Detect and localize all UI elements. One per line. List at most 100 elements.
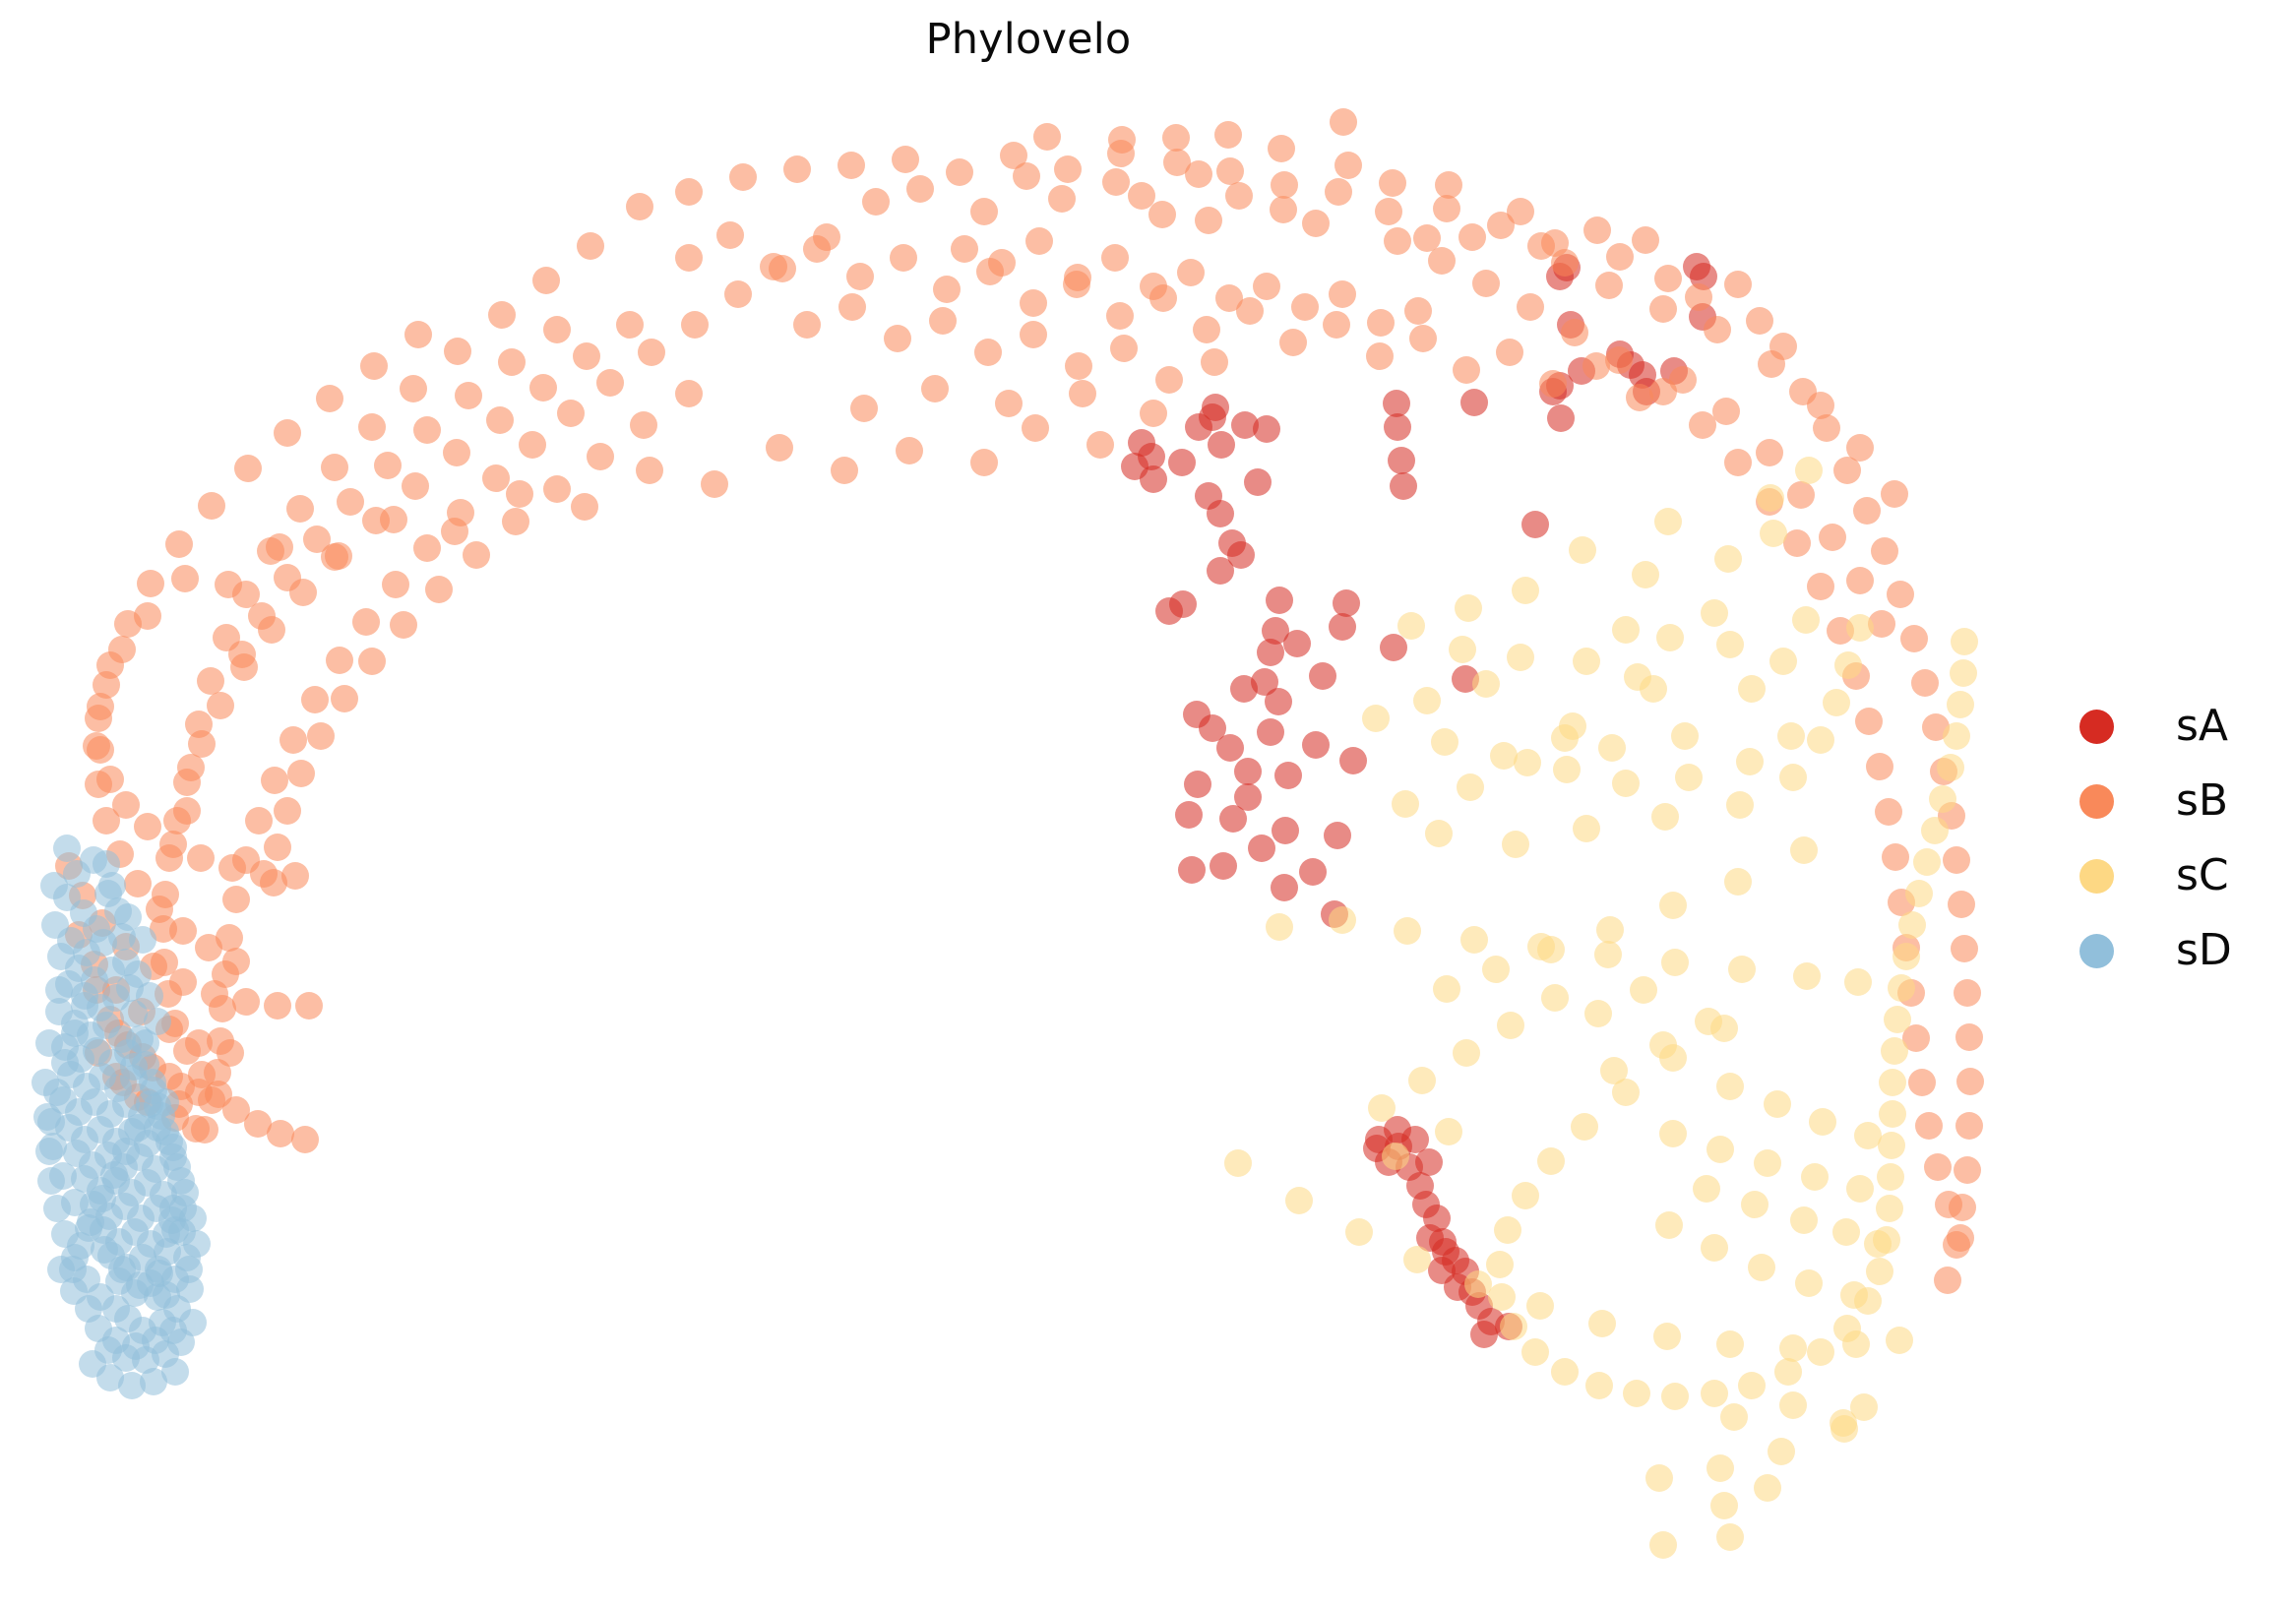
scatter-point [838, 293, 866, 321]
scatter-point [1397, 612, 1425, 640]
scatter-point [1537, 1147, 1565, 1175]
scatter-point [1547, 404, 1575, 432]
scatter-point [1756, 439, 1783, 466]
scatter-point [1497, 1012, 1524, 1039]
scatter-point [1431, 728, 1458, 756]
scatter-point [1595, 272, 1623, 299]
legend: sA sB sC sD [2052, 689, 2288, 988]
legend-entry-sB[interactable]: sB [2052, 764, 2288, 838]
scatter-point [1792, 606, 1820, 634]
scatter-point [1779, 1391, 1807, 1419]
scatter-point [413, 416, 441, 444]
scatter-point [1879, 1100, 1906, 1128]
scatter-point [502, 508, 529, 535]
scatter-point [132, 1051, 159, 1079]
scatter-point [245, 807, 273, 834]
scatter-point [222, 1096, 250, 1124]
scatter-point [191, 1116, 218, 1143]
scatter-point [1720, 1403, 1748, 1431]
scatter-point [1054, 155, 1082, 183]
scatter-point [112, 949, 140, 976]
scatter-point [1453, 356, 1480, 384]
scatter-point [118, 1372, 146, 1399]
legend-entry-sD[interactable]: sD [2052, 913, 2288, 988]
scatter-point [1598, 734, 1626, 762]
scatter-point [35, 1029, 63, 1057]
scatter-point [216, 924, 243, 952]
scatter-point [140, 1368, 167, 1395]
scatter-point [1793, 962, 1821, 990]
scatter-point [47, 1256, 75, 1283]
scatter-point [39, 1133, 67, 1160]
scatter-point [1216, 734, 1244, 762]
scatter-point [946, 158, 973, 186]
scatter-point [1748, 1254, 1775, 1281]
scatter-point [1428, 247, 1456, 275]
scatter-point [1764, 1090, 1791, 1118]
scatter-point [1539, 370, 1567, 398]
scatter-point [1185, 413, 1212, 441]
scatter-point [630, 411, 657, 439]
scatter-point [1178, 856, 1206, 884]
scatter-point [1270, 196, 1297, 223]
scatter-point [1283, 630, 1311, 657]
scatter-point [173, 769, 201, 796]
scatter-point [1654, 508, 1682, 535]
scatter-point [274, 419, 301, 447]
scatter-point [1846, 1175, 1874, 1203]
scatter-point [1924, 1153, 1952, 1181]
scatter-point [896, 437, 923, 464]
scatter-point [1956, 1068, 1984, 1095]
scatter-point [175, 1256, 203, 1283]
scatter-point [1231, 411, 1259, 439]
scatter-point [1701, 1380, 1728, 1407]
scatter-point [933, 276, 961, 303]
scatter-point [1630, 976, 1657, 1004]
scatter-point [1656, 624, 1684, 651]
scatter-point [1612, 770, 1640, 797]
legend-label: sB [2176, 775, 2229, 826]
scatter-point [1329, 613, 1356, 641]
scatter-point [1140, 400, 1167, 427]
scatter-point [207, 692, 234, 719]
scatter-point [404, 321, 432, 348]
scatter-point [1842, 1330, 1870, 1358]
legend-entry-sA[interactable]: sA [2052, 689, 2288, 764]
scatter-point [1175, 801, 1203, 829]
scatter-series-sB [55, 108, 1984, 1294]
scatter-point [543, 475, 571, 503]
scatter-point [1472, 670, 1500, 698]
scatter-point [1227, 541, 1255, 569]
scatter-point [1266, 587, 1293, 614]
scatter-point [1585, 1372, 1613, 1399]
scatter-point [126, 1025, 154, 1053]
scatter-point [1902, 1024, 1930, 1052]
scatter-point [1177, 259, 1205, 286]
scatter-point [1244, 468, 1272, 496]
scatter-point [1329, 906, 1356, 934]
scatter-point [250, 860, 278, 888]
scatter-point [425, 576, 453, 603]
scatter-point [402, 472, 429, 500]
scatter-point [1415, 1148, 1443, 1176]
scatter-point [1452, 665, 1479, 693]
scatter-point [171, 565, 199, 592]
scatter-point [463, 541, 490, 569]
scatter-point [89, 1185, 116, 1212]
scatter-point [279, 726, 307, 754]
scatter-series-sD [31, 834, 211, 1399]
scatter-point [144, 1283, 171, 1311]
scatter-point [1724, 271, 1752, 298]
scatter-point [1140, 465, 1167, 493]
scatter-point [98, 872, 126, 899]
scatter-point [1069, 380, 1096, 407]
scatter-point [1830, 1409, 1857, 1437]
scatter-point [1746, 307, 1773, 335]
scatter-point [543, 316, 571, 343]
scatter-point [1954, 1156, 1981, 1184]
scatter-point [286, 495, 314, 523]
scatter-point [1795, 1269, 1823, 1297]
scatter-point [49, 1162, 77, 1190]
scatter-point [187, 844, 215, 872]
legend-entry-sC[interactable]: sC [2052, 838, 2288, 913]
